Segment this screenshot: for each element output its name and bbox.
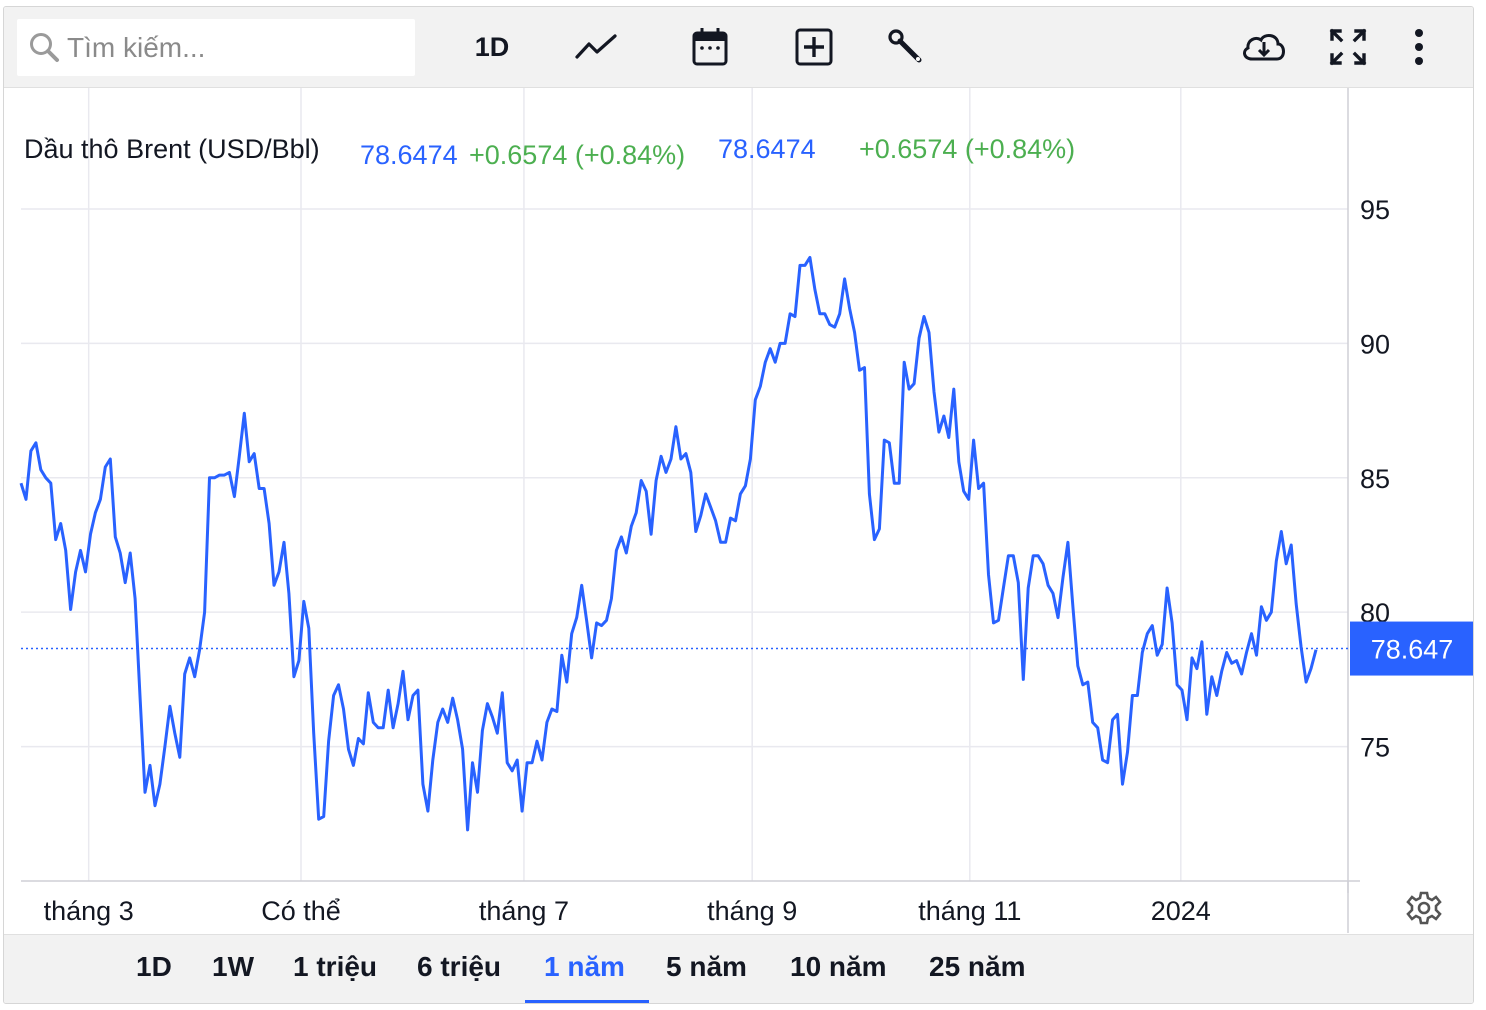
interval-label: 1D — [474, 31, 510, 62]
legend-last: 78.6474 — [360, 140, 458, 170]
legend: Dầu thô Brent (USD/Bbl) 78.6474 +0.6574 … — [24, 134, 1075, 170]
compare-dates-button[interactable] — [684, 21, 736, 73]
last-price-badge — [1350, 621, 1473, 676]
active-range-underline — [525, 1000, 649, 1003]
legend-change-2: +0.6574 (+0.84%) — [859, 134, 1075, 164]
x-tick-label: tháng 7 — [479, 896, 569, 926]
range-10y[interactable]: 10 năm — [790, 951, 887, 982]
search-box[interactable]: Tìm kiếm... — [17, 19, 415, 76]
x-tick-label: tháng 11 — [918, 896, 1021, 926]
settings-tools-button[interactable] — [880, 21, 932, 73]
y-tick-label: 85 — [1360, 464, 1390, 494]
chart-widget: Tìm kiếm... 1D — [3, 6, 1474, 1004]
price-series-line[interactable] — [19, 255, 1318, 832]
toolbar: Tìm kiếm... 1D — [4, 7, 1473, 88]
legend-last-2: 78.6474 — [718, 134, 816, 164]
gear-icon[interactable] — [1406, 890, 1442, 926]
calendar-icon — [692, 28, 728, 66]
y-tick-label: 75 — [1360, 733, 1390, 763]
legend-title: Dầu thô Brent (USD/Bbl) — [24, 134, 320, 164]
range-selector: 1D 1W 1 triệu 6 triệu 1 năm 5 năm 10 năm… — [4, 934, 1473, 1003]
range-6m[interactable]: 6 triệu — [417, 951, 502, 982]
last-price-label: 78.647 — [1371, 635, 1454, 665]
x-tick-label: Có thể — [261, 896, 341, 926]
last-price-marker: 78.647 — [21, 621, 1473, 676]
grid — [21, 88, 1348, 881]
add-indicator-icon — [795, 28, 833, 66]
range-1m[interactable]: 1 triệu — [293, 951, 378, 982]
cloud-download-icon — [1243, 34, 1285, 61]
download-button[interactable] — [1236, 21, 1292, 73]
fullscreen-icon — [1329, 28, 1367, 66]
interval-button[interactable]: 1D — [462, 21, 522, 73]
y-tick-label: 95 — [1360, 195, 1390, 225]
x-tick-label: 2024 — [1151, 896, 1211, 926]
more-vertical-icon — [1415, 29, 1423, 65]
range-5y[interactable]: 5 năm — [666, 951, 747, 982]
line-chart-icon — [575, 34, 617, 59]
x-tick-label: tháng 9 — [707, 896, 797, 926]
y-tick-label: 90 — [1360, 329, 1390, 359]
fullscreen-button[interactable] — [1324, 21, 1372, 73]
x-tick-label: tháng 3 — [44, 896, 134, 926]
add-indicator-button[interactable] — [788, 21, 840, 73]
range-1w[interactable]: 1W — [212, 951, 254, 982]
series[interactable] — [19, 255, 1318, 832]
wrench-icon — [888, 29, 922, 63]
legend-change: +0.6574 (+0.84%) — [469, 140, 685, 170]
range-25y[interactable]: 25 năm — [929, 951, 1026, 982]
range-1d[interactable]: 1D — [136, 951, 172, 982]
chart-type-button[interactable] — [570, 21, 622, 73]
search-placeholder[interactable]: Tìm kiếm... — [67, 31, 206, 63]
search-icon — [30, 32, 59, 62]
more-button[interactable] — [1402, 21, 1436, 73]
range-1y[interactable]: 1 năm — [544, 951, 625, 982]
